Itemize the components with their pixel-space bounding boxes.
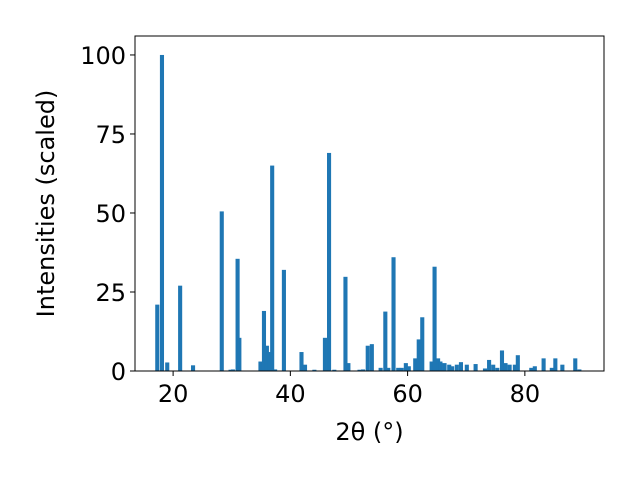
- x-tick-label: 80: [510, 380, 541, 408]
- bar: [165, 362, 170, 371]
- bar: [346, 363, 351, 371]
- bar: [532, 366, 537, 371]
- bar: [299, 352, 304, 371]
- bar: [281, 269, 286, 371]
- bar: [343, 276, 348, 371]
- bar: [458, 362, 463, 371]
- bar: [403, 363, 408, 371]
- bar: [264, 345, 269, 371]
- bar: [365, 345, 370, 371]
- bar: [577, 369, 582, 371]
- bar: [541, 358, 546, 371]
- bar: [386, 367, 391, 371]
- bar: [473, 364, 478, 371]
- bar: [507, 364, 512, 371]
- y-tick-label: 100: [80, 42, 126, 70]
- bar: [273, 369, 278, 371]
- bar: [442, 363, 447, 371]
- bar: [361, 369, 366, 371]
- x-axis-label: 2θ (°): [335, 418, 403, 446]
- bar: [159, 54, 165, 372]
- bar: [302, 364, 308, 371]
- bar: [327, 152, 332, 371]
- bar: [450, 366, 455, 371]
- bar: [560, 364, 565, 371]
- bar: [454, 364, 459, 371]
- bar-series: [155, 54, 582, 372]
- bar: [438, 361, 443, 371]
- y-tick-label: 0: [111, 358, 126, 386]
- y-tick-label: 25: [95, 279, 126, 307]
- bar: [378, 367, 383, 371]
- bar: [503, 363, 508, 371]
- bar: [495, 367, 500, 371]
- bar: [396, 367, 401, 371]
- bar: [357, 369, 362, 371]
- bar: [549, 367, 554, 371]
- y-tick-label: 50: [95, 200, 126, 228]
- bar: [512, 364, 517, 371]
- bar: [235, 258, 240, 371]
- bar: [464, 364, 469, 371]
- y-axis-label: Intensities (scaled): [32, 90, 60, 318]
- bar: [406, 366, 411, 371]
- bar: [573, 358, 578, 371]
- bar: [190, 365, 196, 371]
- plot-frame: [134, 35, 605, 372]
- bar: [391, 257, 396, 371]
- x-tick-label: 40: [275, 380, 306, 408]
- bar: [413, 358, 418, 371]
- bar: [267, 352, 272, 371]
- bar: [432, 266, 437, 371]
- bar: [553, 358, 558, 371]
- bar: [420, 317, 425, 371]
- bar: [237, 337, 242, 371]
- bar: [383, 311, 388, 371]
- bar: [230, 369, 235, 371]
- bar: [487, 359, 492, 371]
- x-tick-label: 60: [392, 380, 423, 408]
- bar: [529, 367, 534, 371]
- bar: [429, 361, 434, 371]
- x-axis-ticks: 20 40 60 80: [158, 371, 540, 408]
- bar: [270, 165, 275, 371]
- bar: [261, 310, 267, 371]
- bar: [155, 304, 160, 371]
- bar: [491, 364, 496, 371]
- bar: [447, 364, 452, 371]
- x-tick-label: 20: [158, 380, 189, 408]
- bar: [416, 339, 421, 371]
- bar: [219, 211, 224, 371]
- bar: [436, 358, 441, 371]
- bar: [515, 355, 520, 371]
- bar: [228, 369, 233, 371]
- bar: [322, 337, 327, 371]
- y-axis-ticks: 0 25 50 75 100: [80, 42, 135, 386]
- bar: [399, 367, 404, 371]
- bar: [369, 344, 374, 371]
- bar: [332, 369, 337, 371]
- bar: [312, 369, 317, 371]
- bar: [499, 350, 505, 371]
- bar: [482, 368, 488, 371]
- bar: [258, 361, 263, 371]
- bar: [178, 285, 183, 371]
- y-tick-label: 75: [95, 121, 126, 149]
